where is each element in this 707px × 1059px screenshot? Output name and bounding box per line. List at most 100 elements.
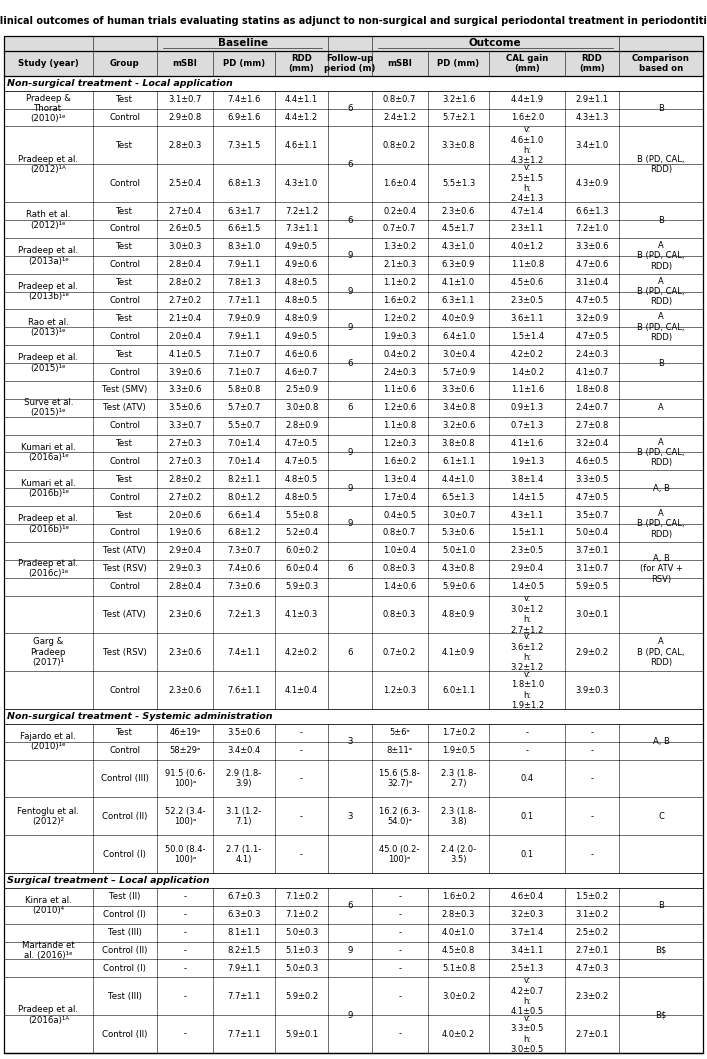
Bar [4, 1016, 703, 1053]
Text: 4.7±0.3: 4.7±0.3 [575, 964, 609, 973]
Text: PD (mm): PD (mm) [223, 59, 265, 68]
Text: 1.9±0.3: 1.9±0.3 [383, 331, 416, 341]
Text: 2.3±0.2: 2.3±0.2 [575, 991, 609, 1001]
Text: -: - [398, 910, 401, 919]
Text: -: - [300, 747, 303, 755]
Text: 2.5±0.9: 2.5±0.9 [285, 385, 318, 394]
Text: 9: 9 [347, 448, 353, 457]
Text: 3.9±0.3: 3.9±0.3 [575, 685, 609, 695]
Text: 8.2±1.5: 8.2±1.5 [227, 946, 260, 955]
Text: Control: Control [110, 367, 140, 377]
Text: 4.2±0.2: 4.2±0.2 [511, 349, 544, 359]
Text: 4.8±0.9: 4.8±0.9 [285, 313, 318, 323]
Text: 7.3±0.6: 7.3±0.6 [227, 582, 261, 591]
Text: Control (I): Control (I) [103, 910, 146, 919]
Text: 6.0±0.4: 6.0±0.4 [285, 564, 318, 573]
Text: 6: 6 [347, 216, 353, 225]
Text: A, B: A, B [653, 737, 670, 747]
Text: 6: 6 [347, 901, 353, 911]
Text: 2.7±0.3: 2.7±0.3 [168, 456, 201, 466]
Text: -: - [183, 946, 187, 955]
Text: Control: Control [110, 582, 140, 591]
Text: -: - [183, 928, 187, 937]
Text: 2.3±0.6: 2.3±0.6 [442, 207, 475, 216]
Text: 6: 6 [347, 648, 353, 657]
Text: Test (ATV): Test (ATV) [103, 610, 146, 618]
Text: 0.1: 0.1 [521, 812, 534, 821]
Text: 3.4±1.1: 3.4±1.1 [510, 946, 544, 955]
Text: 58±29ᵃ: 58±29ᵃ [169, 747, 201, 755]
Text: -: - [526, 729, 529, 737]
Bar [4, 273, 703, 291]
Text: 2.8±0.2: 2.8±0.2 [168, 279, 201, 287]
Text: 3.1±0.4: 3.1±0.4 [575, 279, 609, 287]
Text: 2.8±0.3: 2.8±0.3 [168, 141, 201, 150]
Text: 1.2±0.3: 1.2±0.3 [383, 439, 416, 448]
Text: Surve et al.
(2015)¹ᵉ: Surve et al. (2015)¹ᵉ [23, 398, 73, 417]
Text: 9: 9 [347, 323, 353, 331]
Text: 2.1±0.3: 2.1±0.3 [383, 261, 416, 269]
Bar [4, 836, 703, 874]
Text: 7.7±1.1: 7.7±1.1 [227, 1029, 260, 1039]
Text: 4.6±1.1: 4.6±1.1 [285, 141, 318, 150]
Text: -: - [398, 964, 401, 973]
Text: 2.9±0.8: 2.9±0.8 [168, 113, 201, 122]
Text: 2.3±0.6: 2.3±0.6 [168, 610, 201, 618]
Bar [4, 887, 703, 905]
Text: 5.9±0.6: 5.9±0.6 [442, 582, 475, 591]
Text: 7.3±0.7: 7.3±0.7 [227, 546, 261, 555]
Text: 7.1±0.7: 7.1±0.7 [227, 367, 260, 377]
Text: 2.4±0.3: 2.4±0.3 [575, 349, 609, 359]
Text: 1.0±0.4: 1.0±0.4 [383, 546, 416, 555]
Text: 45.0 (0.2-
100)ᵃ: 45.0 (0.2- 100)ᵃ [380, 844, 420, 864]
Text: 2.9±1.1: 2.9±1.1 [575, 95, 609, 104]
Text: 7.6±1.1: 7.6±1.1 [227, 685, 260, 695]
Text: 7.1±0.2: 7.1±0.2 [285, 893, 318, 901]
Text: Pradeep et al.
(2015)¹ᵉ: Pradeep et al. (2015)¹ᵉ [18, 354, 78, 373]
Text: Test: Test [116, 243, 134, 251]
Text: 7.1±0.7: 7.1±0.7 [227, 349, 260, 359]
Text: 0.2±0.4: 0.2±0.4 [383, 207, 416, 216]
Text: 7.3±1.1: 7.3±1.1 [285, 225, 318, 233]
Text: 7.4±1.6: 7.4±1.6 [227, 95, 260, 104]
Text: 4.5±0.6: 4.5±0.6 [510, 279, 544, 287]
Text: -: - [398, 1029, 401, 1039]
Bar [4, 164, 703, 202]
Text: 5.5±1.3: 5.5±1.3 [442, 179, 475, 187]
Text: -: - [300, 849, 303, 859]
Text: 0.7±0.2: 0.7±0.2 [383, 648, 416, 657]
Text: Test: Test [116, 207, 134, 216]
Text: 2.5±0.4: 2.5±0.4 [168, 179, 201, 187]
Text: 6.8±1.3: 6.8±1.3 [227, 179, 261, 187]
Bar [4, 417, 703, 434]
Text: 7.2±1.2: 7.2±1.2 [285, 207, 318, 216]
Text: 8.3±1.0: 8.3±1.0 [227, 243, 260, 251]
Text: Kumari et al.
(2016a)¹ᵉ: Kumari et al. (2016a)¹ᵉ [21, 443, 76, 462]
Text: 2.7±0.4: 2.7±0.4 [168, 207, 201, 216]
Text: RDD
(mm): RDD (mm) [579, 54, 605, 73]
Text: -: - [300, 729, 303, 737]
Text: 4.1±0.5: 4.1±0.5 [168, 349, 201, 359]
Text: 2.4±1.2: 2.4±1.2 [383, 113, 416, 122]
Text: 1.8±0.8: 1.8±0.8 [575, 385, 609, 394]
Text: 3.0±0.7: 3.0±0.7 [442, 510, 475, 520]
Text: A
B (PD, CAL,
RDD): A B (PD, CAL, RDD) [637, 276, 685, 306]
Text: -: - [183, 910, 187, 919]
Text: 4.8±0.5: 4.8±0.5 [285, 297, 318, 305]
Text: 9: 9 [347, 287, 353, 297]
Bar [4, 345, 703, 363]
Text: Pradeep et al.
(2016c)¹ᵉ: Pradeep et al. (2016c)¹ᵉ [18, 559, 78, 578]
Text: 3: 3 [347, 812, 353, 821]
Text: 4.8±0.5: 4.8±0.5 [285, 279, 318, 287]
Text: 1.9±0.5: 1.9±0.5 [442, 747, 475, 755]
Text: PD (mm): PD (mm) [438, 59, 479, 68]
Text: 0.7±0.7: 0.7±0.7 [383, 225, 416, 233]
Text: 0.4: 0.4 [521, 774, 534, 783]
Text: 4.0±1.2: 4.0±1.2 [511, 243, 544, 251]
Text: 2.7 (1.1-
4.1): 2.7 (1.1- 4.1) [226, 844, 262, 864]
Text: 5.2±0.4: 5.2±0.4 [285, 528, 318, 537]
Text: 3.7±0.1: 3.7±0.1 [575, 546, 609, 555]
Text: 6.6±1.4: 6.6±1.4 [227, 510, 260, 520]
Text: 5.9±0.2: 5.9±0.2 [285, 991, 318, 1001]
Text: 4.1±0.4: 4.1±0.4 [285, 685, 318, 695]
